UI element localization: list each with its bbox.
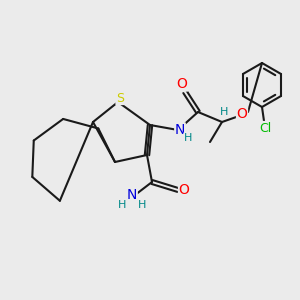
Text: H: H (220, 107, 228, 117)
Text: N: N (127, 188, 137, 202)
Text: O: O (237, 107, 248, 121)
Text: Cl: Cl (259, 122, 271, 134)
Text: N: N (175, 123, 185, 137)
Text: O: O (178, 183, 189, 197)
Text: O: O (177, 77, 188, 91)
Text: H: H (138, 200, 146, 210)
Text: S: S (116, 92, 124, 104)
Text: H: H (118, 200, 126, 210)
Text: H: H (184, 133, 192, 143)
